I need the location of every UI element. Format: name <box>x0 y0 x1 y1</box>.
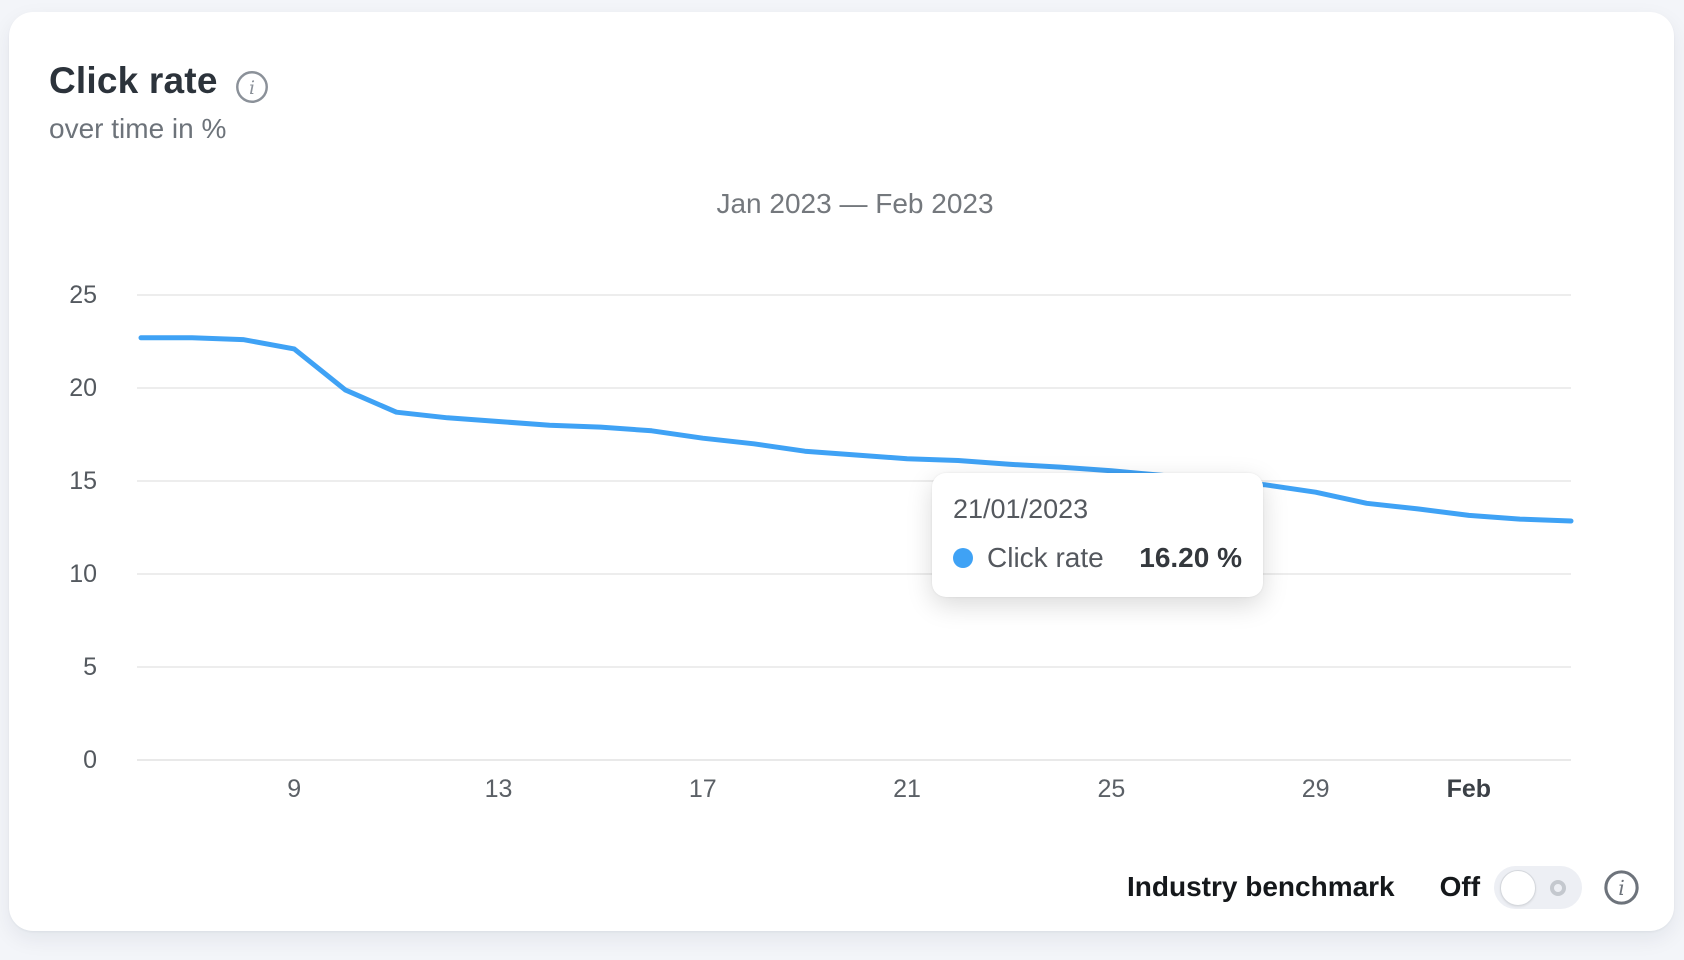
x-tick-label: 21 <box>893 775 921 803</box>
svg-text:i: i <box>1618 876 1625 900</box>
benchmark-controls: Industry benchmark Off i <box>1127 863 1640 911</box>
x-tick-label: 25 <box>1097 775 1126 803</box>
tooltip-date: 21/01/2023 <box>953 494 1089 524</box>
y-tick-label: 10 <box>69 560 97 588</box>
tooltip-series-dot <box>953 548 973 568</box>
x-tick-label: 9 <box>287 775 302 803</box>
y-tick-label: 5 <box>83 653 97 681</box>
date-range-label: Jan 2023 — Feb 2023 <box>716 188 994 219</box>
industry-benchmark-label: Industry benchmark <box>1127 871 1395 902</box>
tooltip-row: Click rate 16.20 % <box>953 542 1242 574</box>
x-tick-label: 17 <box>688 775 717 803</box>
toggle-knob[interactable] <box>1500 869 1537 906</box>
benchmark-info-icon[interactable]: i <box>1603 869 1640 906</box>
benchmark-info-icon-glyph: i <box>1604 869 1639 905</box>
chart-subtitle: over time in % <box>49 113 227 144</box>
toggle-state-label: Off <box>1439 871 1481 902</box>
info-icon[interactable]: i <box>235 70 269 104</box>
info-icon-glyph: i <box>236 71 268 103</box>
page-title: Click rate <box>49 60 218 101</box>
click-rate-line[interactable] <box>138 335 1574 524</box>
click-rate-card: Click rate i over time in % Jan 2023 — F… <box>9 12 1674 931</box>
y-tick-label: 0 <box>83 746 97 774</box>
chart-tooltip: 21/01/2023 Click rate 16.20 % <box>932 473 1263 597</box>
svg-text:i: i <box>249 77 255 99</box>
chart-canvas[interactable] <box>9 12 1684 960</box>
y-tick-label: 25 <box>69 281 97 309</box>
toggle-off-ring <box>1550 879 1567 896</box>
benchmark-toggle[interactable] <box>1494 865 1583 909</box>
y-tick-label: 15 <box>69 467 97 495</box>
tooltip-value: 16.20 % <box>1139 542 1242 573</box>
x-tick-label: Feb <box>1446 775 1492 803</box>
x-tick-label: 13 <box>484 775 513 803</box>
tooltip-series-label: Click rate <box>987 542 1104 573</box>
y-tick-label: 20 <box>69 374 97 402</box>
x-tick-label: 29 <box>1301 775 1330 803</box>
